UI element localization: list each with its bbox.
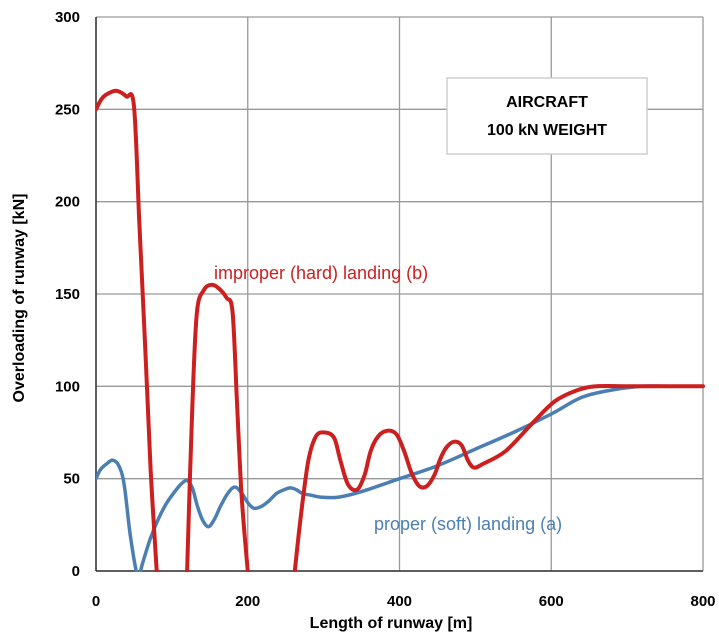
y-tick-label: 150 — [55, 286, 80, 303]
x-tick-label: 400 — [387, 593, 412, 610]
x-tick-label: 600 — [539, 593, 564, 610]
tick-labels: 0 200 400 600 800 0 50 100 150 200 250 300 — [55, 9, 716, 610]
y-tick-label: 0 — [72, 563, 80, 580]
y-axis-title: Overloading of runway [kN] — [11, 194, 28, 403]
y-tick-label: 300 — [55, 9, 80, 26]
hard-landing-line-segment — [96, 88, 159, 572]
hard-landing-line-segment — [185, 282, 250, 572]
y-tick-label: 250 — [55, 101, 80, 118]
aircraft-info-box: AIRCRAFT 100 kN WEIGHT — [446, 77, 648, 155]
series-label-soft-landing: proper (soft) landing (a) — [374, 514, 562, 534]
x-axis-title: Length of runway [m] — [310, 615, 473, 632]
y-tick-label: 200 — [55, 194, 80, 211]
series-hard-landing — [96, 88, 705, 572]
x-tick-label: 800 — [690, 593, 715, 610]
series-label-hard-landing: improper (hard) landing (b) — [214, 263, 428, 283]
y-tick-label: 100 — [55, 378, 80, 395]
x-tick-label: 200 — [235, 593, 260, 610]
series-group — [96, 88, 705, 572]
aircraft-box-line-1: AIRCRAFT — [506, 94, 588, 111]
y-tick-label: 50 — [63, 471, 80, 488]
aircraft-box-line-2: 100 kN WEIGHT — [487, 122, 607, 139]
x-tick-label: 0 — [92, 593, 100, 610]
hard-landing-line-segment — [292, 384, 705, 572]
